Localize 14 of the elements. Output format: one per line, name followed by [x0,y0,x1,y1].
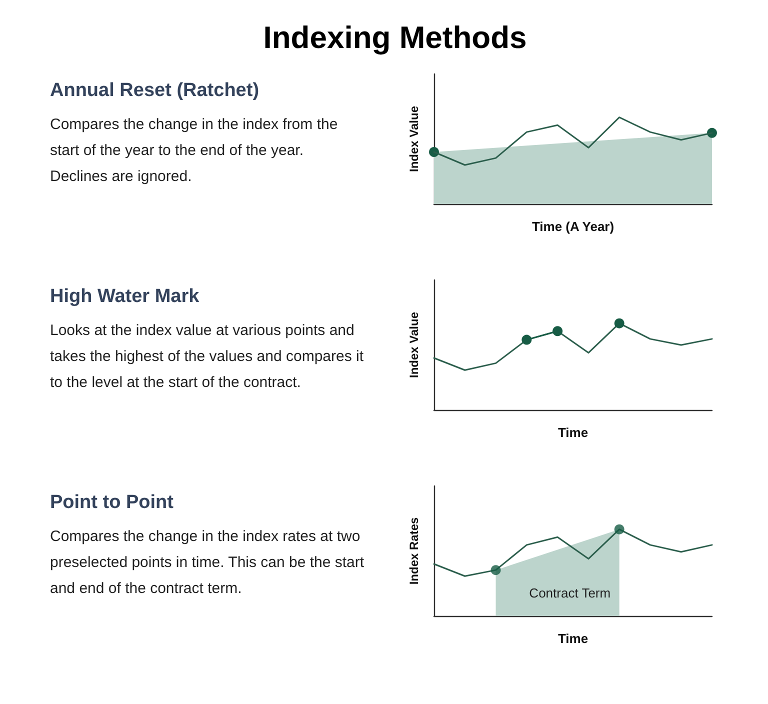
text: Looks at the index value at various points and takes the highest of the values and compares it to the level at the start of the contract. [50,321,365,393]
x-axis-title: Time [558,631,588,646]
text: Annual Reset (Ratchet) [50,80,260,102]
text: Compares the change in the index rates at two preselected points in time. This can be the start and end of the contract term. [50,527,365,599]
annotation: Contract Term [529,586,611,601]
x-axis-title: Time (A Year) [532,219,614,234]
y-axis-title: Index Rates [407,516,421,585]
text: High Water Mark [50,286,200,308]
text: Point to Point [50,492,174,514]
x-axis-title: Time [558,425,588,440]
text: Indexing Methods [262,19,528,57]
y-axis-title: Index Value [407,106,421,172]
text: Compares the change in the index from the start of the year to the end of the year. Declines are ignored. [50,115,339,187]
y-axis-title: Index Value [407,312,421,378]
